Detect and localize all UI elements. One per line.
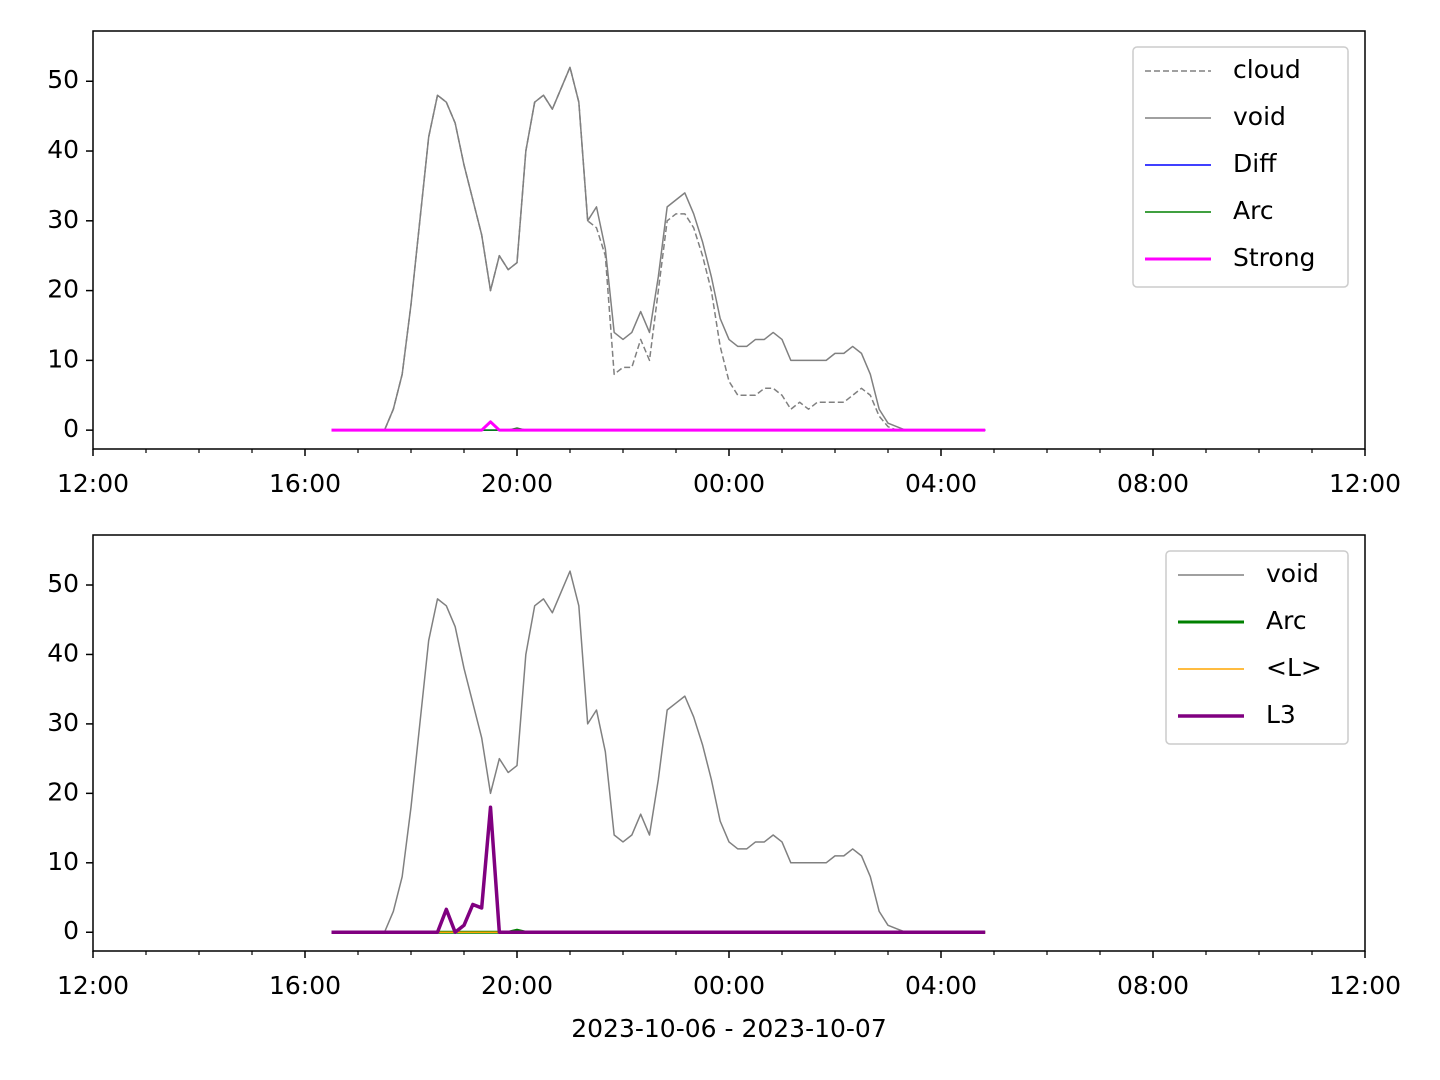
y-tick-label: 50	[47, 65, 79, 94]
legend-label: Diff	[1233, 149, 1277, 178]
legend-label: Arc	[1233, 196, 1274, 225]
x-tick-label: 04:00	[905, 971, 977, 1000]
legend: void Arc <L> L3	[1165, 550, 1349, 745]
legend-label: void	[1266, 559, 1319, 588]
x-tick-label: 00:00	[693, 971, 765, 1000]
x-tick-label: 12:00	[57, 971, 129, 1000]
x-tick-label: 12:00	[57, 469, 129, 498]
legend: cloud void Diff Arc Strong	[1132, 46, 1349, 288]
series-line	[331, 570, 986, 933]
y-tick-label: 10	[47, 344, 79, 373]
y-tick-label: 0	[63, 414, 79, 443]
x-tick-label: 12:00	[1329, 971, 1401, 1000]
x-tick-label: 08:00	[1117, 971, 1189, 1000]
x-tick-label: 00:00	[693, 469, 765, 498]
x-tick-label: 20:00	[481, 971, 553, 1000]
legend-label: void	[1233, 102, 1286, 131]
x-tick-label: 16:00	[269, 971, 341, 1000]
y-tick-label: 10	[47, 847, 79, 876]
y-tick-label: 30	[47, 708, 79, 737]
x-tick-label: 04:00	[905, 469, 977, 498]
x-tick-label: 16:00	[269, 469, 341, 498]
y-tick-label: 0	[63, 916, 79, 945]
series-line	[331, 420, 986, 432]
legend-label: <L>	[1266, 653, 1322, 682]
series-line	[331, 805, 986, 934]
legend-label: Arc	[1266, 606, 1307, 635]
y-tick-label: 20	[47, 777, 79, 806]
series-line	[331, 66, 986, 431]
y-tick-label: 40	[47, 638, 79, 667]
series-line	[331, 66, 986, 431]
x-tick-label: 12:00	[1329, 469, 1401, 498]
legend-frame	[1165, 550, 1349, 745]
legend-label: cloud	[1233, 55, 1301, 84]
x-tick-label: 20:00	[481, 469, 553, 498]
x-tick-label: 08:00	[1117, 469, 1189, 498]
y-tick-label: 30	[47, 205, 79, 234]
x-axis-label: 2023-10-06 - 2023-10-07	[571, 1014, 887, 1043]
legend-label: Strong	[1233, 243, 1315, 272]
legend-label: L3	[1266, 700, 1296, 729]
y-tick-label: 20	[47, 275, 79, 304]
y-tick-label: 40	[47, 135, 79, 164]
y-tick-label: 50	[47, 569, 79, 598]
legend-frame	[1132, 46, 1349, 288]
